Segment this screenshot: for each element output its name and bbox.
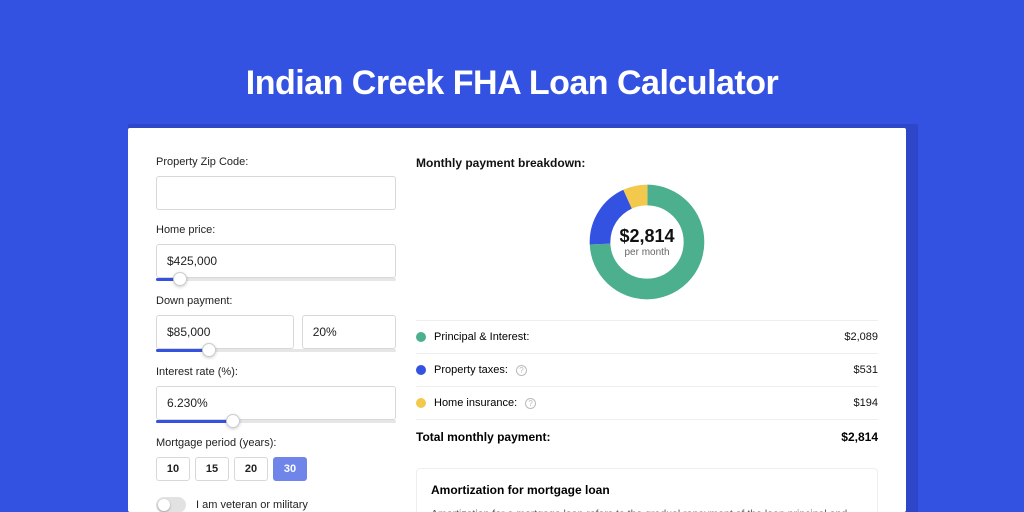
line-item: Principal & Interest: $2,089 <box>416 320 878 353</box>
line-item-left: Home insurance:? <box>416 397 536 409</box>
period-btn-15[interactable]: 15 <box>195 457 229 481</box>
period-options: 10152030 <box>156 457 396 481</box>
total-value: $2,814 <box>841 430 878 444</box>
line-item: Property taxes:? $531 <box>416 353 878 386</box>
down-payment-row <box>156 315 396 349</box>
down-payment-percent-input[interactable] <box>302 315 396 349</box>
form-column: Property Zip Code: Home price: Down paym… <box>156 156 396 512</box>
line-item-left: Principal & Interest: <box>416 331 529 343</box>
line-item-value: $2,089 <box>844 331 878 343</box>
interest-input[interactable] <box>156 386 396 420</box>
slider-fill <box>156 420 233 423</box>
line-item-label: Property taxes: <box>434 364 508 376</box>
legend-dot <box>416 332 426 342</box>
info-icon[interactable]: ? <box>516 365 527 376</box>
line-item-label: Home insurance: <box>434 397 517 409</box>
line-items: Principal & Interest: $2,089 Property taxe… <box>416 320 878 419</box>
zip-group: Property Zip Code: <box>156 156 396 210</box>
line-item-label: Principal & Interest: <box>434 331 529 343</box>
page-title: Indian Creek FHA Loan Calculator <box>0 0 1024 103</box>
amortization-title: Amortization for mortgage loan <box>431 483 863 497</box>
home-price-group: Home price: <box>156 224 396 281</box>
amortization-box: Amortization for mortgage loan Amortizat… <box>416 468 878 512</box>
toggle-knob <box>158 499 170 511</box>
breakdown-column: Monthly payment breakdown: $2,814 per mo… <box>416 156 878 512</box>
home-price-label: Home price: <box>156 224 396 236</box>
amortization-text: Amortization for a mortgage loan refers … <box>431 507 863 512</box>
period-btn-30[interactable]: 30 <box>273 457 307 481</box>
veteran-toggle[interactable] <box>156 497 186 512</box>
donut-sub: per month <box>619 247 674 258</box>
period-group: Mortgage period (years): 10152030 <box>156 437 396 481</box>
slider-thumb[interactable] <box>202 343 216 357</box>
calculator-card: Property Zip Code: Home price: Down paym… <box>128 128 906 512</box>
zip-input[interactable] <box>156 176 396 210</box>
down-payment-group: Down payment: <box>156 295 396 352</box>
home-price-slider[interactable] <box>156 278 396 281</box>
period-btn-10[interactable]: 10 <box>156 457 190 481</box>
interest-slider[interactable] <box>156 420 396 423</box>
home-price-input[interactable] <box>156 244 396 278</box>
interest-group: Interest rate (%): <box>156 366 396 423</box>
donut-amount: $2,814 <box>619 226 674 247</box>
period-label: Mortgage period (years): <box>156 437 396 449</box>
slider-thumb[interactable] <box>173 272 187 286</box>
slider-thumb[interactable] <box>226 414 240 428</box>
breakdown-title: Monthly payment breakdown: <box>416 156 878 170</box>
line-item: Home insurance:? $194 <box>416 386 878 419</box>
down-payment-amount-input[interactable] <box>156 315 294 349</box>
down-payment-label: Down payment: <box>156 295 396 307</box>
line-item-value: $531 <box>854 364 878 376</box>
legend-dot <box>416 365 426 375</box>
veteran-label: I am veteran or military <box>196 499 308 511</box>
total-label: Total monthly payment: <box>416 430 550 444</box>
zip-label: Property Zip Code: <box>156 156 396 168</box>
line-item-left: Property taxes:? <box>416 364 527 376</box>
period-btn-20[interactable]: 20 <box>234 457 268 481</box>
page-background: Indian Creek FHA Loan Calculator Propert… <box>0 0 1024 512</box>
veteran-row: I am veteran or military <box>156 497 396 512</box>
donut-center: $2,814 per month <box>619 226 674 258</box>
down-payment-slider[interactable] <box>156 349 396 352</box>
total-row: Total monthly payment: $2,814 <box>416 419 878 454</box>
info-icon[interactable]: ? <box>525 398 536 409</box>
legend-dot <box>416 398 426 408</box>
interest-label: Interest rate (%): <box>156 366 396 378</box>
line-item-value: $194 <box>854 397 878 409</box>
donut-chart-wrap: $2,814 per month <box>416 180 878 304</box>
